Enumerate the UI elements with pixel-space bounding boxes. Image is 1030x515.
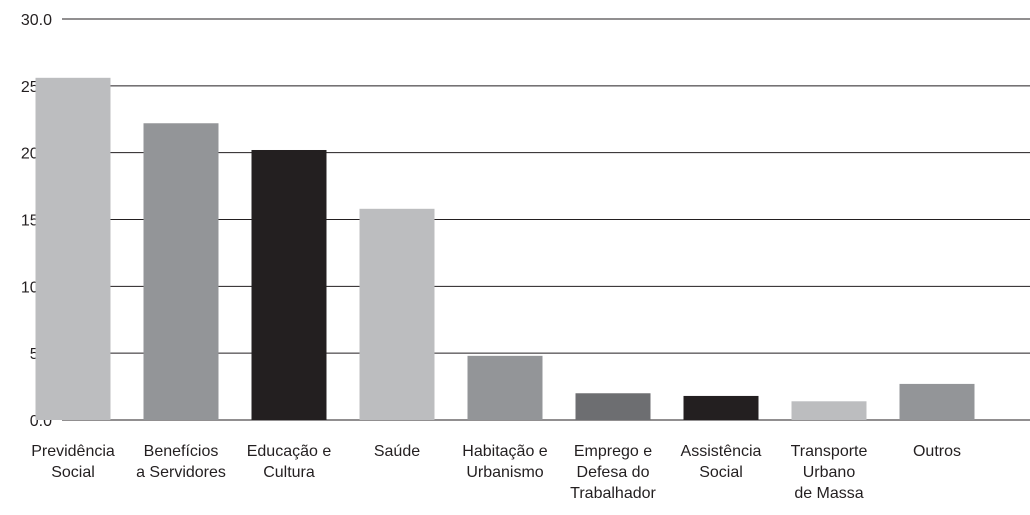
x-category-label-line: Social xyxy=(51,464,95,481)
x-axis-category-labels: Previdência Social Benefícios a Servidores E… xyxy=(31,443,961,502)
x-category-label-line: Emprego e xyxy=(574,443,652,460)
x-category-label: Benefícios a Servidores xyxy=(136,443,226,481)
x-category-label-line: Social xyxy=(699,464,743,481)
x-category-label: Assistência Social xyxy=(681,443,762,481)
x-category-label-line: Benefícios xyxy=(144,443,219,460)
bar xyxy=(683,395,759,420)
x-category-label-line: Urbanismo xyxy=(466,464,543,481)
x-category-label-line: Assistência xyxy=(681,443,762,460)
x-category-label: Emprego e Defesa do Trabalhador xyxy=(570,443,656,502)
x-category-label-line: Trabalhador xyxy=(570,485,656,502)
bar xyxy=(251,149,327,420)
x-category-label-line: Defesa do xyxy=(577,464,650,481)
gridlines xyxy=(62,18,1030,421)
bar xyxy=(467,355,543,420)
x-category-label: Transporte Urbano de Massa xyxy=(791,443,868,502)
bars xyxy=(35,77,975,421)
x-category-label-line: Previdência xyxy=(31,443,115,460)
x-category-label-line: Cultura xyxy=(263,464,315,481)
x-category-label: Outros xyxy=(913,443,961,460)
x-category-label: Saúde xyxy=(374,443,420,460)
x-category-label-line: Urbano xyxy=(803,464,856,481)
bar xyxy=(143,123,219,420)
x-category-label-line: a Servidores xyxy=(136,464,226,481)
x-category-label-line: de Massa xyxy=(794,485,863,502)
bar xyxy=(575,393,651,420)
x-category-label-line: Habitação e xyxy=(462,443,547,460)
bar xyxy=(899,383,975,420)
x-category-label-line: Transporte xyxy=(791,443,868,460)
bar xyxy=(35,77,111,421)
bar xyxy=(359,208,435,420)
x-category-label-line: Outros xyxy=(913,443,961,460)
y-tick-label: 30.0 xyxy=(21,12,52,29)
x-category-label: Previdência Social xyxy=(31,443,115,481)
x-category-label: Habitação e Urbanismo xyxy=(462,443,547,481)
x-category-label: Educação e Cultura xyxy=(247,443,332,481)
x-category-label-line: Saúde xyxy=(374,443,420,460)
x-category-label-line: Educação e xyxy=(247,443,332,460)
bar xyxy=(791,401,867,420)
